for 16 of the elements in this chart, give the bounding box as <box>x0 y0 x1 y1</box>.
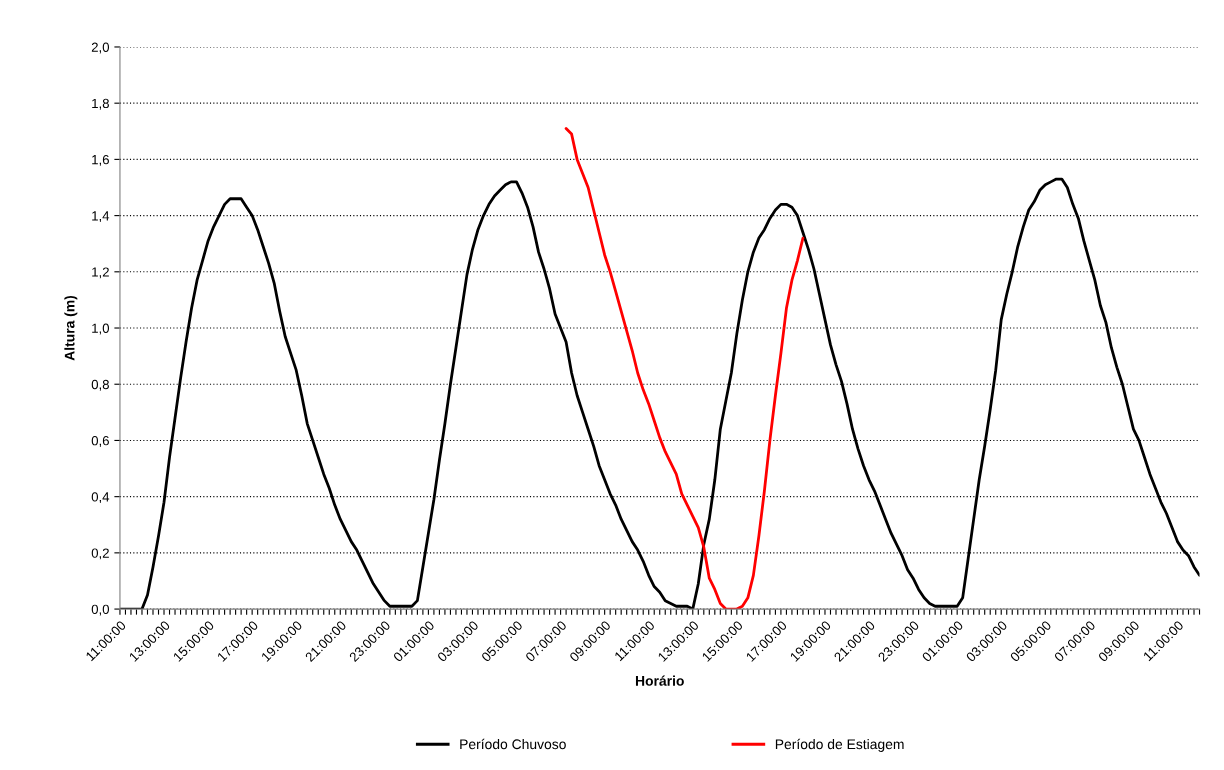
legend-label: Período de Estiagem <box>775 738 904 752</box>
y-tick-label: 2,0 <box>91 42 110 54</box>
y-tick-label: 1,0 <box>92 323 110 335</box>
x-axis-title: Horário <box>635 675 684 686</box>
y-tick-label: 0,2 <box>91 548 109 560</box>
y-tick-label: 0,4 <box>91 492 110 504</box>
y-tick-label: 0,0 <box>91 604 110 616</box>
line-series <box>564 127 805 610</box>
y-tick-label: 1,8 <box>92 98 109 110</box>
legend-label: Período Chuvoso <box>460 738 566 750</box>
y-tick-label: 0,6 <box>91 436 109 447</box>
y-tick-label: 1,6 <box>92 154 109 166</box>
y-tick-label: 0,8 <box>91 379 109 391</box>
y-axis-title: Altura (m) <box>64 295 78 361</box>
y-tick-label: 1,2 <box>92 267 109 279</box>
y-tick-label: 1,4 <box>92 211 110 223</box>
